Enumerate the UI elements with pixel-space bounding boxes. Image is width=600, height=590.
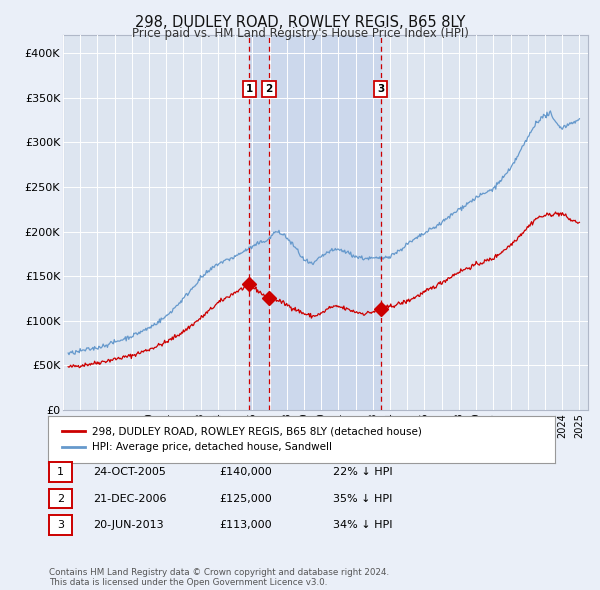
- Text: 35% ↓ HPI: 35% ↓ HPI: [333, 494, 392, 503]
- Text: £140,000: £140,000: [219, 467, 272, 477]
- Text: 20-JUN-2013: 20-JUN-2013: [93, 520, 164, 530]
- Text: £125,000: £125,000: [219, 494, 272, 503]
- Text: 2: 2: [57, 494, 64, 503]
- Text: £113,000: £113,000: [219, 520, 272, 530]
- Text: 3: 3: [377, 84, 385, 94]
- Legend: 298, DUDLEY ROAD, ROWLEY REGIS, B65 8LY (detached house), HPI: Average price, de: 298, DUDLEY ROAD, ROWLEY REGIS, B65 8LY …: [58, 423, 425, 456]
- Bar: [249, 35, 381, 410]
- Text: 22% ↓ HPI: 22% ↓ HPI: [333, 467, 392, 477]
- Text: 298, DUDLEY ROAD, ROWLEY REGIS, B65 8LY: 298, DUDLEY ROAD, ROWLEY REGIS, B65 8LY: [135, 15, 465, 30]
- Text: 2: 2: [265, 84, 272, 94]
- Text: 1: 1: [245, 84, 253, 94]
- Text: 24-OCT-2005: 24-OCT-2005: [93, 467, 166, 477]
- Text: 3: 3: [57, 520, 64, 530]
- Text: 21-DEC-2006: 21-DEC-2006: [93, 494, 167, 503]
- Text: 1: 1: [57, 467, 64, 477]
- Text: 34% ↓ HPI: 34% ↓ HPI: [333, 520, 392, 530]
- Text: Contains HM Land Registry data © Crown copyright and database right 2024.
This d: Contains HM Land Registry data © Crown c…: [49, 568, 389, 587]
- Text: Price paid vs. HM Land Registry's House Price Index (HPI): Price paid vs. HM Land Registry's House …: [131, 27, 469, 40]
